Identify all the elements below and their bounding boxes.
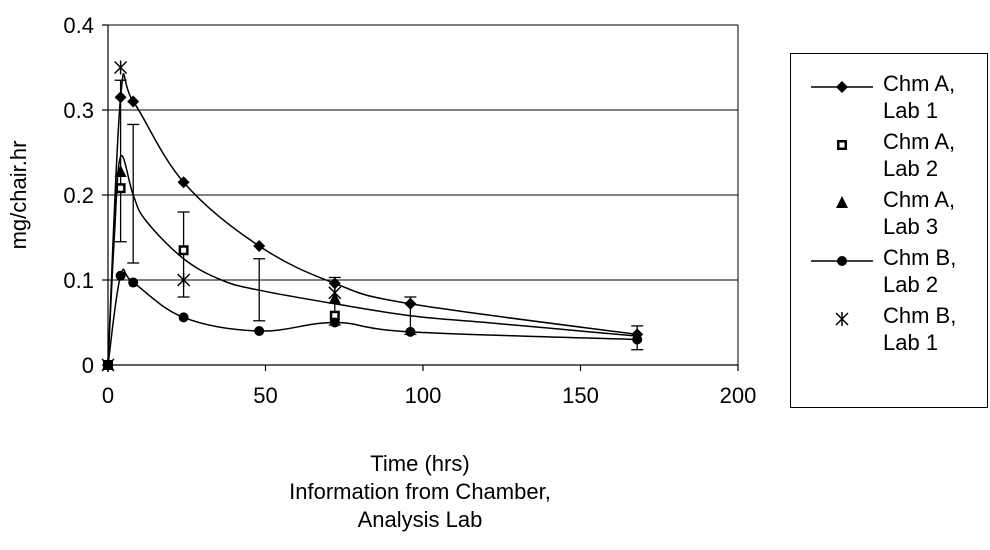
- data-point-series-1: [253, 240, 266, 252]
- legend-label-line: Chm A,: [883, 129, 956, 154]
- x-tick-labels: 0 50 100 150 200: [102, 365, 756, 408]
- error-bar: [127, 123, 140, 264]
- data-point-series-4: [254, 326, 265, 336]
- data-point-series-5: [328, 285, 342, 300]
- data-point-series-1: [177, 176, 190, 189]
- legend-key-3: [836, 196, 848, 208]
- legend-label-line: Lab 2: [883, 156, 939, 181]
- legend-label-3: Chm A, Lab 3: [883, 186, 983, 240]
- legend-marker: [837, 256, 847, 266]
- data-point-series-5: [177, 273, 191, 287]
- legend-key-5: [835, 312, 849, 326]
- legend-key-1: [811, 81, 873, 93]
- data-point-series-2: [329, 310, 340, 321]
- y-tick-label: 0.1: [63, 268, 94, 293]
- error-bars: [114, 79, 644, 351]
- data-point-series-2: [178, 245, 189, 256]
- legend-item-4: Chm B, Lab 2: [791, 244, 989, 304]
- x-tick-label: 200: [720, 383, 757, 408]
- legend-marker: [836, 196, 848, 208]
- legend-item-1: Chm A, Lab 1: [791, 70, 989, 130]
- data-point-series-4: [128, 277, 139, 288]
- legend-item-2: Chm A, Lab 2: [791, 128, 989, 188]
- series-line-1: [107, 72, 638, 366]
- data-point-series-4: [178, 312, 189, 323]
- data-point-series-3: [114, 165, 127, 178]
- data-point-series-1: [328, 277, 341, 290]
- data-point-series-4: [632, 334, 643, 345]
- data-point-series-5: [114, 60, 128, 75]
- x-tick-label: 50: [253, 383, 277, 408]
- legend-label-line: Lab 3: [883, 214, 939, 239]
- legend-marker: [835, 312, 849, 326]
- legend-label-line: Chm A,: [883, 187, 956, 212]
- legend-label-line: Lab 1: [883, 330, 939, 355]
- error-bar: [253, 258, 266, 322]
- legend-label-line: Chm B,: [883, 303, 957, 328]
- legend-item-3: Chm A, Lab 3: [791, 186, 989, 246]
- y-tick-label: 0.2: [63, 183, 94, 208]
- x-axis-label-line-1: Time (hrs): [370, 451, 470, 476]
- data-point-series-2: [115, 183, 126, 194]
- legend-label-line: Lab 1: [883, 98, 939, 123]
- y-tick-label: 0.3: [63, 98, 94, 123]
- legend-key-2: [837, 140, 847, 150]
- legend-label-1: Chm A, Lab 1: [883, 70, 983, 124]
- x-tick-label: 0: [102, 383, 114, 408]
- y-tick-label: 0.4: [63, 13, 94, 38]
- legend-label-line: Chm A,: [883, 71, 956, 96]
- legend-marker: [837, 140, 847, 150]
- data-point-series-1: [114, 91, 127, 104]
- series-lines: [107, 72, 638, 366]
- x-axis-label-line-3: Analysis Lab: [357, 507, 483, 532]
- legend-label-5: Chm B, Lab 1: [883, 302, 983, 356]
- legend-label-4: Chm B, Lab 2: [883, 244, 983, 298]
- legend-key-4: [811, 256, 873, 266]
- x-axis-label: Time (hrs) Information from Chamber, Ana…: [210, 450, 630, 534]
- data-point-series-1: [404, 297, 417, 310]
- y-axis-label: mg/chair.hr: [6, 141, 31, 250]
- data-point-series-1: [127, 95, 140, 108]
- data-point-series-4: [329, 317, 340, 328]
- legend-label-line: Chm B,: [883, 245, 957, 270]
- y-tick-label: 0: [82, 353, 94, 378]
- x-axis-label-line-2: Information from Chamber,: [289, 479, 551, 504]
- legend-label-line: Lab 2: [883, 272, 939, 297]
- data-point-series-4: [115, 270, 126, 281]
- error-bar: [114, 79, 127, 243]
- y-tick-labels: 0 0.1 0.2 0.3 0.4: [63, 13, 108, 378]
- x-tick-label: 150: [562, 383, 599, 408]
- legend-label-2: Chm A, Lab 2: [883, 128, 983, 182]
- legend-marker: [836, 81, 848, 93]
- x-tick-label: 100: [405, 383, 442, 408]
- data-point-series-4: [405, 326, 416, 337]
- legend-item-5: Chm B, Lab 1: [791, 302, 989, 362]
- legend: Chm A, Lab 1 Chm A, Lab 2 Chm A, Lab 3 Chm B, L…: [790, 53, 988, 408]
- gridlines: [108, 24, 738, 281]
